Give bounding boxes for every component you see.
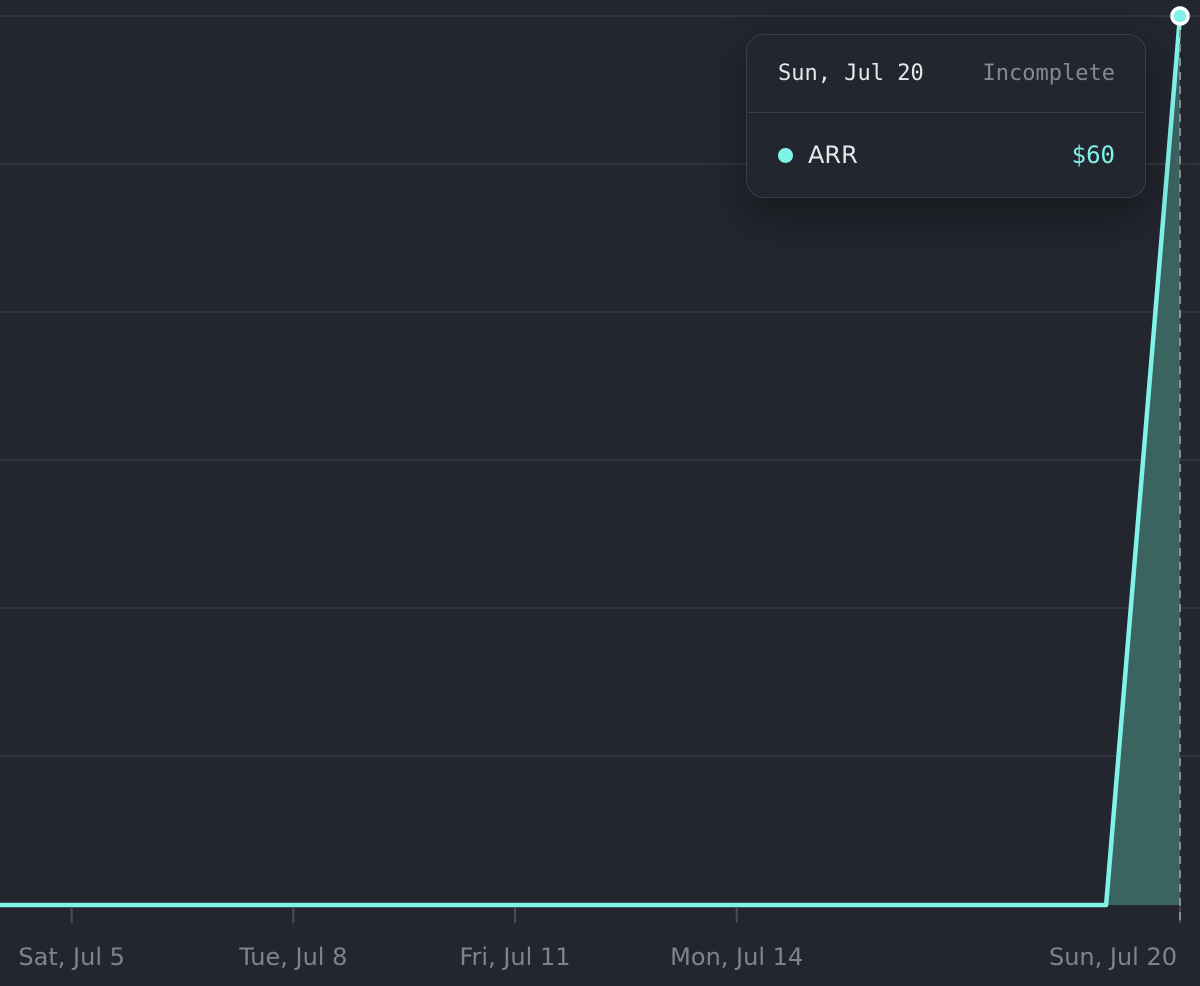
tooltip-status: Incomplete: [982, 61, 1115, 86]
x-axis-ticks: [70, 907, 1181, 923]
series-color-dot: [778, 147, 793, 163]
x-tick-label: Tue, Jul 8: [238, 943, 347, 971]
x-tick-label: Fri, Jul 11: [460, 943, 571, 971]
tooltip: Sun, Jul 20 Incomplete ARR $60: [746, 34, 1146, 198]
tooltip-series-row: ARR $60: [747, 113, 1145, 197]
tooltip-series-name: ARR: [808, 141, 858, 169]
x-axis-labels: Sat, Jul 5 Tue, Jul 8 Fri, Jul 11 Mon, Jul …: [18, 943, 1177, 971]
hover-point-marker: [1170, 6, 1190, 26]
x-tick-label: Sat, Jul 5: [18, 943, 124, 971]
x-tick-label: Sun, Jul 20: [1049, 943, 1177, 971]
gridlines: [0, 15, 1200, 757]
tooltip-series-value: $60: [1071, 141, 1115, 169]
arr-series-line: [0, 15, 1183, 908]
tooltip-date: Sun, Jul 20: [778, 61, 924, 86]
marker-layer: [1170, 6, 1190, 923]
area-layer: [0, 15, 1183, 908]
tooltip-header: Sun, Jul 20 Incomplete: [747, 35, 1145, 113]
x-tick-label: Mon, Jul 14: [670, 943, 803, 971]
